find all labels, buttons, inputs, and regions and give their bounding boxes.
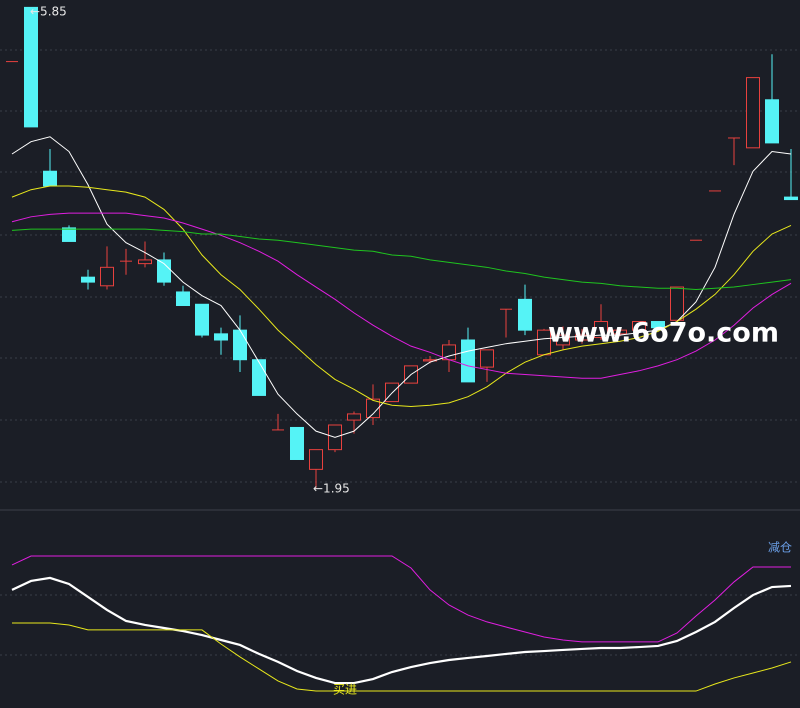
grid	[0, 49, 800, 656]
candle-body	[195, 303, 209, 336]
indicator-line	[11, 576, 792, 685]
candle-body	[233, 329, 247, 361]
candle-body	[214, 333, 228, 341]
candle-body	[62, 227, 76, 242]
indicator-line	[11, 136, 792, 438]
indicator-line	[12, 622, 792, 692]
candle-body	[100, 266, 114, 287]
candle-body	[765, 99, 779, 144]
indicator-line	[11, 555, 791, 643]
candle-body	[746, 77, 760, 149]
candle-body	[594, 321, 608, 339]
high-label: ←5.85	[30, 5, 67, 19]
candle-body	[157, 259, 171, 283]
signal-label: 买进	[333, 683, 357, 697]
candle-body	[613, 329, 627, 335]
indicator-line	[11, 185, 792, 408]
candle-body	[575, 334, 589, 341]
indicator-line	[11, 212, 792, 379]
candle-body	[632, 321, 646, 331]
candle-body	[461, 339, 475, 383]
low-label: ←1.95	[313, 482, 350, 496]
candle-body	[366, 398, 380, 419]
watermark: www.6o7o.com	[548, 318, 779, 349]
signal-label: 减仓	[768, 541, 792, 555]
candle-body	[480, 349, 494, 368]
candle-body	[24, 6, 38, 128]
candle-body	[138, 259, 152, 265]
candle-body	[556, 334, 570, 346]
candle-body	[784, 196, 798, 201]
candle-body	[81, 276, 95, 283]
candle-body	[309, 449, 323, 470]
candle-body	[176, 291, 190, 307]
candle-body	[518, 298, 532, 331]
candle-body	[43, 170, 57, 187]
candle-body	[670, 286, 684, 321]
candle-body	[651, 321, 665, 329]
candle-body	[252, 359, 266, 396]
candle-body	[347, 413, 361, 421]
indicator-line	[11, 228, 792, 290]
candle-body	[290, 426, 304, 460]
